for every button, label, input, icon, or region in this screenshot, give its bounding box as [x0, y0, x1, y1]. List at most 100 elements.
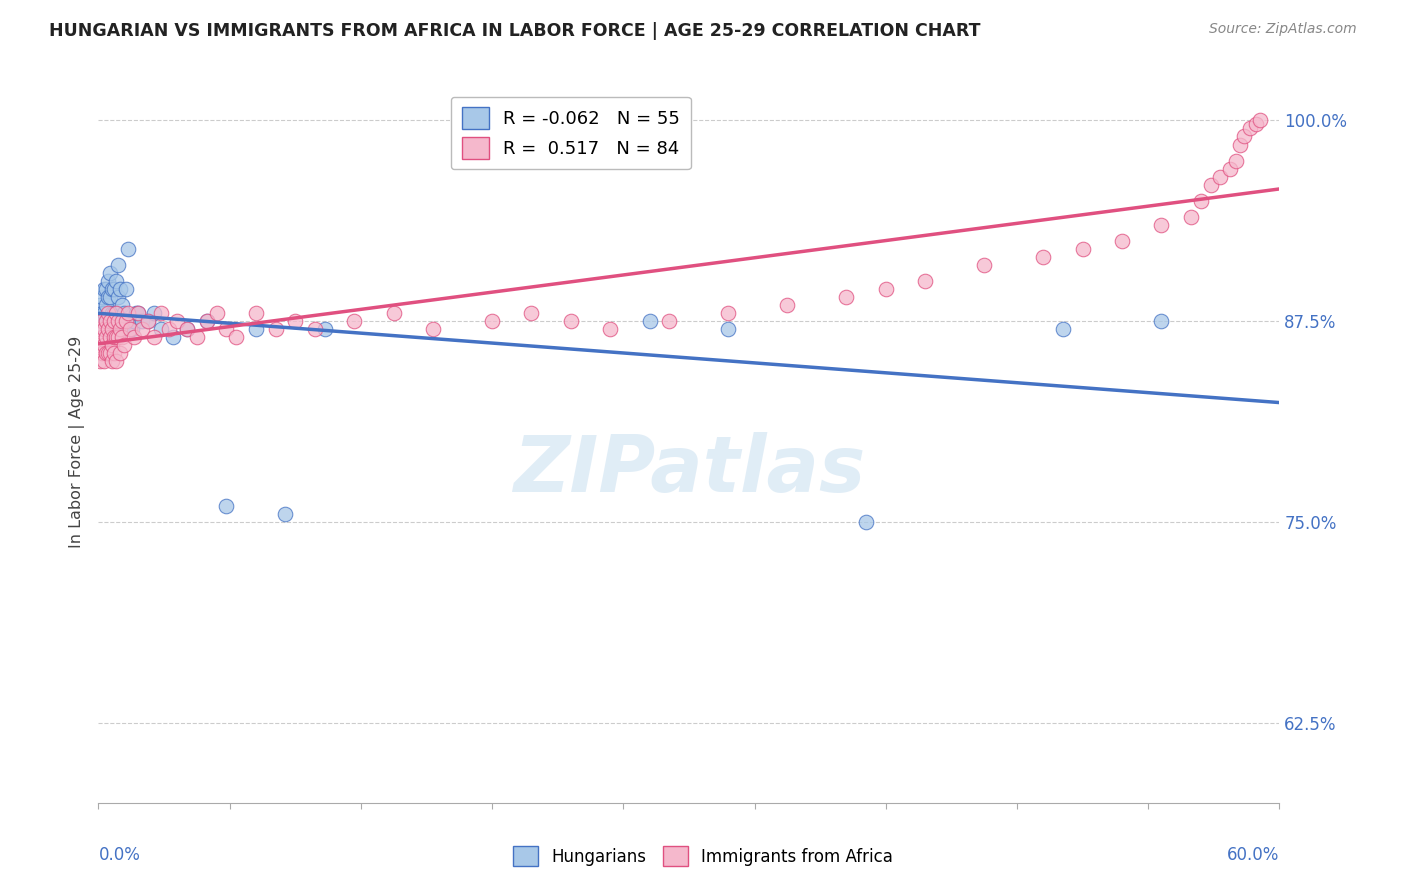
Point	[136, 314, 159, 328]
Point	[97, 274, 120, 288]
Point	[215, 322, 238, 336]
Point	[1239, 121, 1261, 136]
Point	[107, 314, 129, 328]
Point	[599, 322, 621, 336]
Point	[1150, 314, 1173, 328]
Point	[1189, 194, 1212, 208]
Point	[118, 314, 141, 328]
Point	[107, 290, 129, 304]
Point	[717, 306, 740, 320]
Point	[96, 314, 118, 328]
Point	[89, 338, 111, 352]
Point	[1071, 242, 1094, 256]
Point	[101, 354, 124, 368]
Point	[215, 499, 238, 513]
Point	[91, 306, 114, 320]
Point	[103, 346, 125, 360]
Point	[205, 306, 228, 320]
Point	[225, 330, 247, 344]
Point	[122, 314, 145, 328]
Point	[1249, 113, 1271, 128]
Point	[103, 330, 125, 344]
Point	[97, 346, 120, 360]
Point	[98, 314, 121, 328]
Point	[103, 306, 125, 320]
Point	[93, 322, 115, 336]
Point	[142, 306, 165, 320]
Point	[127, 306, 149, 320]
Point	[122, 330, 145, 344]
Point	[1229, 137, 1251, 152]
Text: HUNGARIAN VS IMMIGRANTS FROM AFRICA IN LABOR FORCE | AGE 25-29 CORRELATION CHART: HUNGARIAN VS IMMIGRANTS FROM AFRICA IN L…	[49, 22, 981, 40]
Point	[264, 322, 287, 336]
Point	[98, 266, 121, 280]
Point	[1180, 210, 1202, 224]
Point	[195, 314, 218, 328]
Point	[103, 314, 125, 328]
Point	[136, 314, 159, 328]
Y-axis label: In Labor Force | Age 25-29: In Labor Force | Age 25-29	[69, 335, 84, 548]
Point	[111, 298, 134, 312]
Point	[343, 314, 366, 328]
Point	[96, 282, 118, 296]
Point	[245, 306, 267, 320]
Point	[108, 322, 131, 336]
Legend: Hungarians, Immigrants from Africa: Hungarians, Immigrants from Africa	[506, 839, 900, 873]
Point	[93, 338, 115, 352]
Point	[89, 314, 111, 328]
Point	[105, 330, 128, 344]
Point	[96, 330, 118, 344]
Point	[97, 290, 120, 304]
Point	[150, 322, 173, 336]
Point	[101, 322, 124, 336]
Point	[520, 306, 543, 320]
Point	[107, 330, 129, 344]
Point	[560, 314, 582, 328]
Point	[91, 330, 114, 344]
Point	[117, 242, 139, 256]
Point	[89, 298, 111, 312]
Point	[125, 306, 148, 320]
Point	[108, 346, 131, 360]
Point	[93, 354, 115, 368]
Point	[98, 330, 121, 344]
Point	[115, 282, 138, 296]
Point	[131, 314, 153, 328]
Point	[93, 322, 115, 336]
Point	[638, 314, 661, 328]
Point	[1209, 169, 1232, 184]
Point	[142, 330, 165, 344]
Point	[96, 314, 118, 328]
Point	[111, 322, 134, 336]
Point	[97, 314, 120, 328]
Point	[150, 306, 173, 320]
Point	[1032, 250, 1054, 264]
Point	[314, 322, 336, 336]
Point	[176, 322, 198, 336]
Point	[1150, 218, 1173, 232]
Point	[776, 298, 799, 312]
Point	[89, 354, 111, 368]
Point	[127, 306, 149, 320]
Point	[835, 290, 858, 304]
Point	[108, 314, 131, 328]
Point	[97, 306, 120, 320]
Point	[91, 314, 114, 328]
Point	[105, 306, 128, 320]
Text: 0.0%: 0.0%	[98, 847, 141, 864]
Legend: R = -0.062   N = 55, R =  0.517   N = 84: R = -0.062 N = 55, R = 0.517 N = 84	[451, 96, 690, 169]
Point	[108, 282, 131, 296]
Point	[658, 314, 681, 328]
Point	[103, 282, 125, 296]
Point	[96, 346, 118, 360]
Point	[111, 314, 134, 328]
Point	[186, 330, 208, 344]
Point	[111, 330, 134, 344]
Point	[1199, 178, 1222, 192]
Point	[96, 298, 118, 312]
Text: 60.0%: 60.0%	[1227, 847, 1279, 864]
Point	[98, 314, 121, 328]
Point	[973, 258, 995, 272]
Point	[107, 258, 129, 272]
Point	[162, 330, 184, 344]
